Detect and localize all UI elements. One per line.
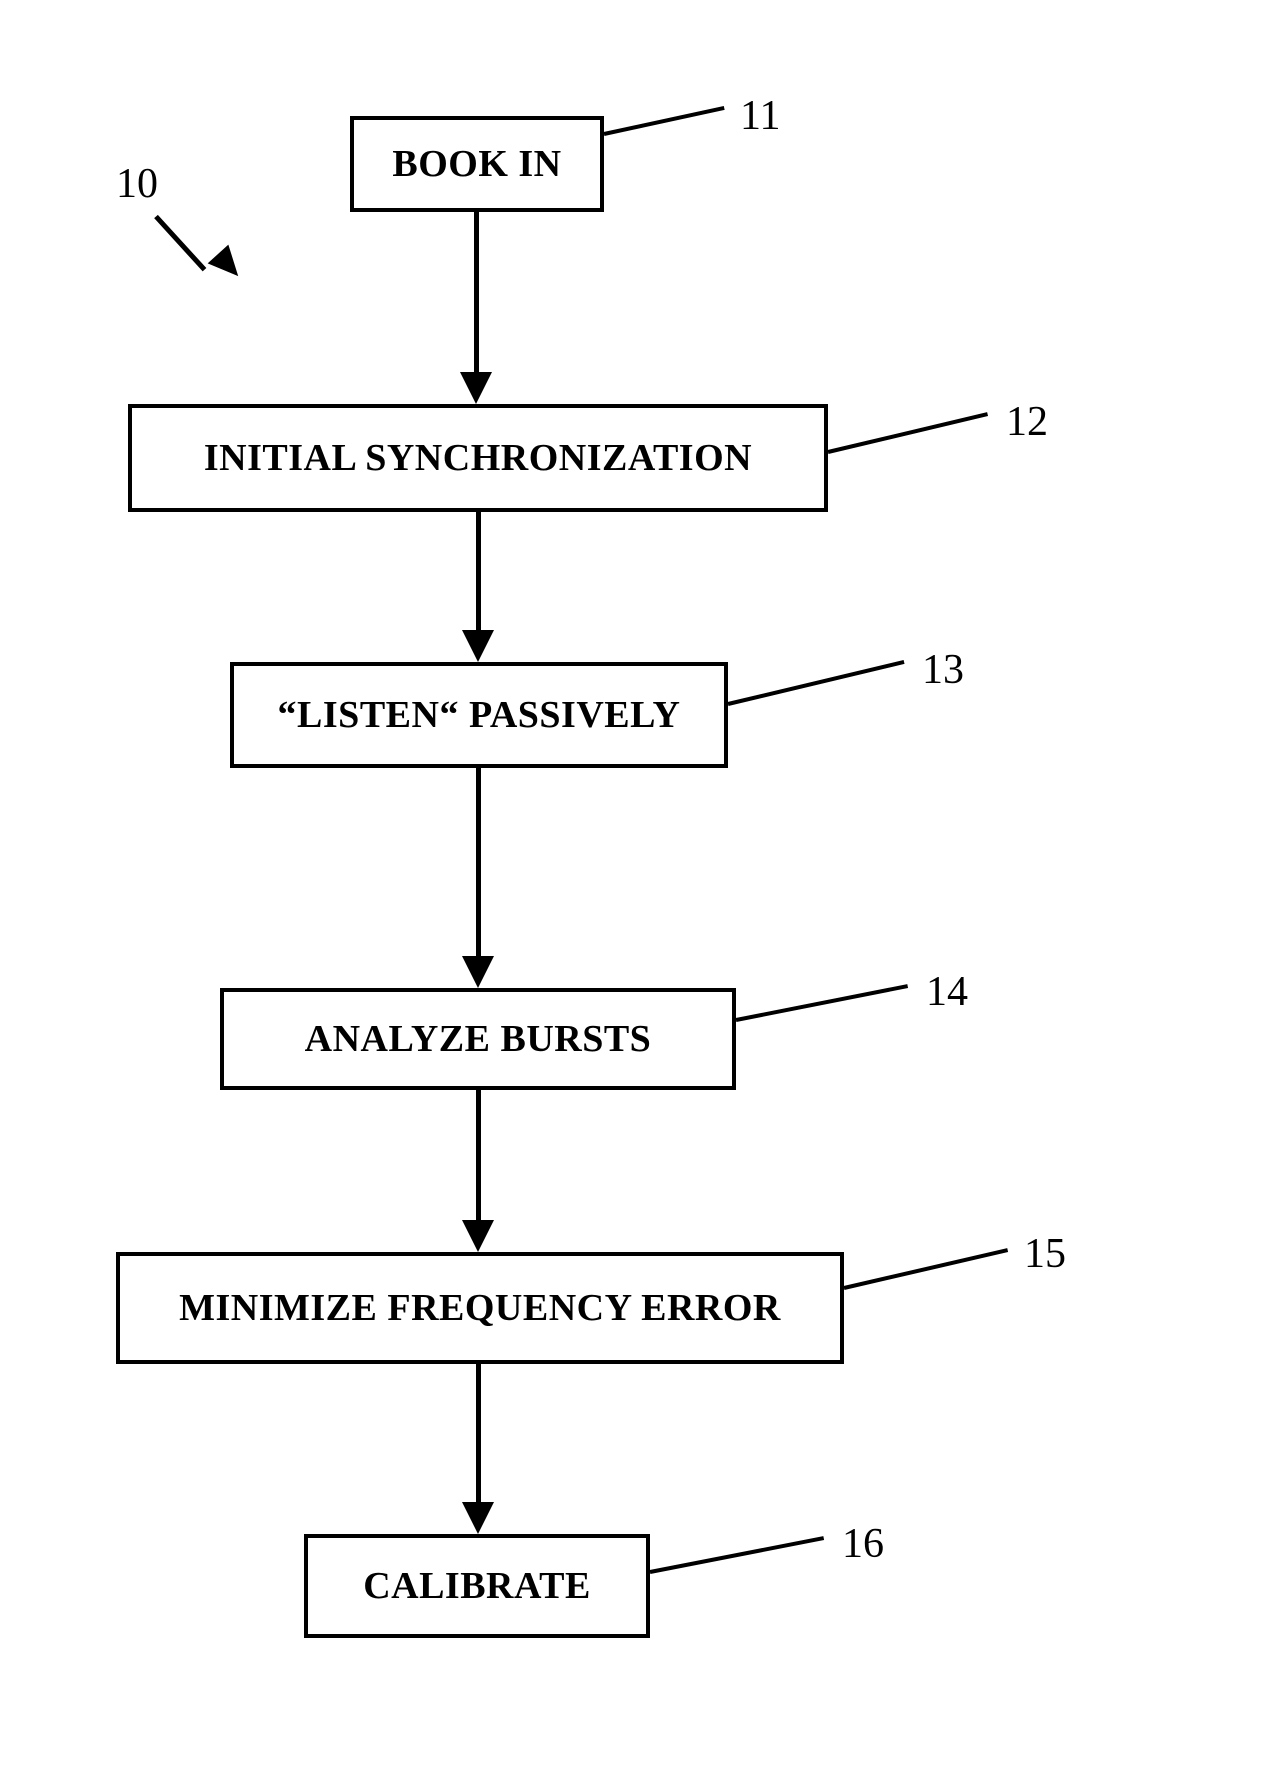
- node-label: CALIBRATE: [363, 1564, 591, 1608]
- leader-line-14: [736, 984, 909, 1022]
- edge-arrow-shaft: [476, 768, 481, 956]
- node-label: MINIMIZE FREQUENCY ERROR: [179, 1286, 781, 1330]
- node-label: “LISTEN“ PASSIVELY: [278, 693, 681, 737]
- node-label: INITIAL SYNCHRONIZATION: [204, 436, 752, 480]
- edge-arrow-head: [460, 372, 492, 404]
- edge-arrow-head: [462, 630, 494, 662]
- node-label: ANALYZE BURSTS: [305, 1017, 652, 1061]
- leader-line-13: [728, 660, 905, 706]
- ref-label-14: 14: [926, 968, 968, 1016]
- edge-arrow-head: [462, 956, 494, 988]
- edge-arrow-shaft: [476, 512, 481, 630]
- node-minimize-frequency-error: MINIMIZE FREQUENCY ERROR: [116, 1252, 844, 1364]
- edge-arrow-shaft: [476, 1090, 481, 1220]
- ref-label-13: 13: [922, 646, 964, 694]
- ref-label-12: 12: [1006, 398, 1048, 446]
- ref-label-16: 16: [842, 1520, 884, 1568]
- ref-label-15: 15: [1024, 1230, 1066, 1278]
- node-initial-synchronization: INITIAL SYNCHRONIZATION: [128, 404, 828, 512]
- leader-line-15: [844, 1248, 1009, 1290]
- flowchart-canvas: 10 BOOK IN INITIAL SYNCHRONIZATION “LIST…: [0, 0, 1281, 1767]
- node-label: BOOK IN: [392, 142, 561, 186]
- leader-line-16: [650, 1536, 825, 1574]
- edge-arrow-shaft: [474, 212, 479, 372]
- leader-line-12: [828, 412, 989, 454]
- figure-ref-arrow-head: [208, 245, 249, 286]
- ref-label-11: 11: [740, 92, 780, 140]
- edge-arrow-head: [462, 1220, 494, 1252]
- node-book-in: BOOK IN: [350, 116, 604, 212]
- figure-ref-label: 10: [116, 160, 158, 208]
- node-listen-passively: “LISTEN“ PASSIVELY: [230, 662, 728, 768]
- edge-arrow-head: [462, 1502, 494, 1534]
- node-calibrate: CALIBRATE: [304, 1534, 650, 1638]
- edge-arrow-shaft: [476, 1364, 481, 1502]
- node-analyze-bursts: ANALYZE BURSTS: [220, 988, 736, 1090]
- leader-line-11: [604, 106, 725, 136]
- figure-ref-arrow-shaft: [154, 215, 206, 272]
